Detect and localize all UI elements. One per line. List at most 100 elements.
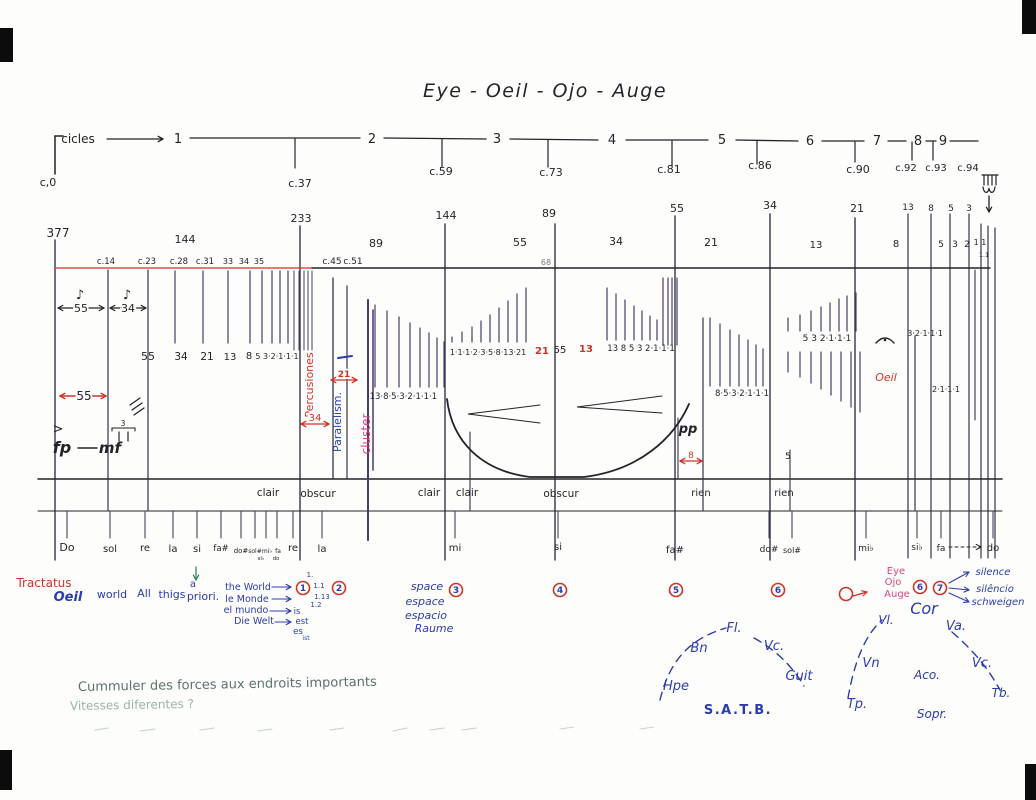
- arrowhead-icon: [140, 307, 147, 312]
- fib-lower-34: 34: [609, 235, 623, 248]
- section-badge-7: [932, 580, 948, 596]
- note-si-1: si: [193, 544, 201, 555]
- cycle-number-4: 4: [608, 133, 616, 148]
- auge-label: Auge: [884, 589, 910, 600]
- note-mib-2: mi♭: [858, 544, 874, 554]
- arrowhead-icon: [963, 586, 970, 591]
- arrowhead-icon: [679, 460, 686, 465]
- arrowhead-icon: [157, 138, 164, 143]
- arrowhead-icon: [285, 618, 292, 623]
- mark-c31: c.31: [196, 257, 214, 267]
- section-badge-6-number: 6: [775, 586, 781, 596]
- mark-34: 34: [239, 257, 249, 266]
- arrowhead-icon: [109, 307, 116, 312]
- fib-upper-8: 8: [928, 204, 934, 214]
- section-badge-6: [770, 582, 786, 598]
- note-fad-1: fa#: [213, 544, 228, 554]
- fib-lower-89: 89: [369, 237, 383, 250]
- arrowhead-icon: [285, 621, 292, 626]
- instr-aco: Aco.: [913, 668, 940, 682]
- fan1-21: 21: [200, 351, 213, 363]
- hairpin-crescendo-2: [576, 395, 663, 414]
- instr-va: Va.: [946, 619, 966, 634]
- fan1-tail: 5 3·2·1·1·1: [255, 352, 298, 361]
- instr-satb: S.A.T.B.: [704, 703, 772, 718]
- oeil-blue-label: Oeil: [54, 590, 83, 605]
- section-badge-6b: [912, 579, 928, 595]
- cycle-number-5: 5: [718, 133, 726, 148]
- arrowhead-icon: [696, 460, 703, 465]
- pencil-note-1: Cummuler des forces aux endroits importa…: [78, 675, 377, 695]
- arrowhead-icon: [696, 457, 703, 462]
- section-badge-empty: [838, 586, 854, 602]
- sketch-line: [129, 397, 141, 406]
- instr-vc-right: Vc.: [972, 656, 992, 671]
- cycles-axis-label: cicles: [61, 132, 95, 146]
- cycle-number-1: 1: [174, 132, 182, 147]
- note-sold-1: sol#: [248, 548, 262, 555]
- arrowhead-icon: [323, 420, 330, 425]
- mark-35: 35: [254, 257, 264, 266]
- instr-tb: Tb.: [992, 686, 1011, 700]
- section-badge-2-number: 2: [336, 584, 342, 594]
- arrowhead-icon: [100, 392, 107, 397]
- note-re-1: re: [140, 543, 150, 554]
- fan1-55: 55: [141, 350, 155, 363]
- triplet-3: 3: [121, 419, 126, 428]
- fan1-8: 8: [246, 351, 252, 362]
- light-obscur-1: obscur: [300, 488, 336, 500]
- arrowhead-icon: [157, 135, 164, 140]
- note-dod-2: do#: [760, 545, 779, 555]
- a-label: a: [190, 579, 196, 590]
- arrowhead-icon: [330, 379, 337, 384]
- arrowhead-icon: [330, 376, 337, 381]
- instr-cor: Cor: [910, 599, 939, 618]
- omega-mark: [982, 186, 996, 193]
- small-5: 5: [785, 452, 791, 462]
- mark-68: 68: [541, 258, 551, 267]
- sketch-line: [639, 726, 655, 730]
- measure-c59: c.59: [429, 165, 453, 178]
- instr-tp: Tp.: [847, 697, 867, 712]
- is-label: is: [294, 607, 301, 617]
- sketch-line: [509, 138, 599, 141]
- light-clair-3: clair: [456, 487, 479, 499]
- cycle-number-2: 2: [368, 132, 376, 147]
- arrowhead-icon: [57, 307, 64, 312]
- measure-c92: c.92: [895, 163, 916, 174]
- eighth-note-icon: ♪: [123, 288, 131, 303]
- paralelism-label: Paralelism.: [331, 392, 344, 452]
- measure-c0: c,0: [40, 176, 57, 189]
- silencio-label: silêncio: [976, 583, 1014, 595]
- sketch-line: [131, 402, 143, 411]
- scan-mark-top-left: [0, 28, 13, 62]
- silencio-arrow: [948, 587, 970, 591]
- eye-label: Eye: [887, 566, 905, 577]
- sketch-line: [329, 727, 345, 731]
- note-sol: sol: [103, 544, 117, 555]
- note-mi: mi: [449, 543, 462, 554]
- note-fa-2: fa: [937, 544, 946, 554]
- arrowhead-icon: [285, 598, 292, 603]
- span-55-red-label: 55: [76, 389, 91, 403]
- arrowhead-icon: [285, 583, 292, 588]
- sketch-line: [392, 727, 408, 732]
- mark-c51: c.51: [343, 257, 362, 267]
- ref-113: 1.13: [314, 593, 330, 601]
- sketch-line: [559, 726, 575, 730]
- open-circle-arrow: [852, 591, 868, 597]
- es-label: es: [293, 627, 303, 637]
- cluster-label: cluster: [359, 414, 373, 455]
- light-obscur-2: obscur: [543, 488, 579, 500]
- sketch-line: [133, 407, 145, 416]
- sketch-line: [383, 137, 487, 140]
- sketch-line: [735, 139, 799, 142]
- silence-arrow: [948, 571, 970, 584]
- est-label: est: [296, 617, 310, 627]
- tractatus-label: Tractatus: [15, 576, 71, 590]
- section-badge-2: [331, 580, 347, 596]
- pencil-note-2: Vitesses diferentes ?: [70, 697, 194, 713]
- section-badge-1-number: 1: [300, 584, 306, 594]
- note-fa-1: fa: [275, 548, 281, 555]
